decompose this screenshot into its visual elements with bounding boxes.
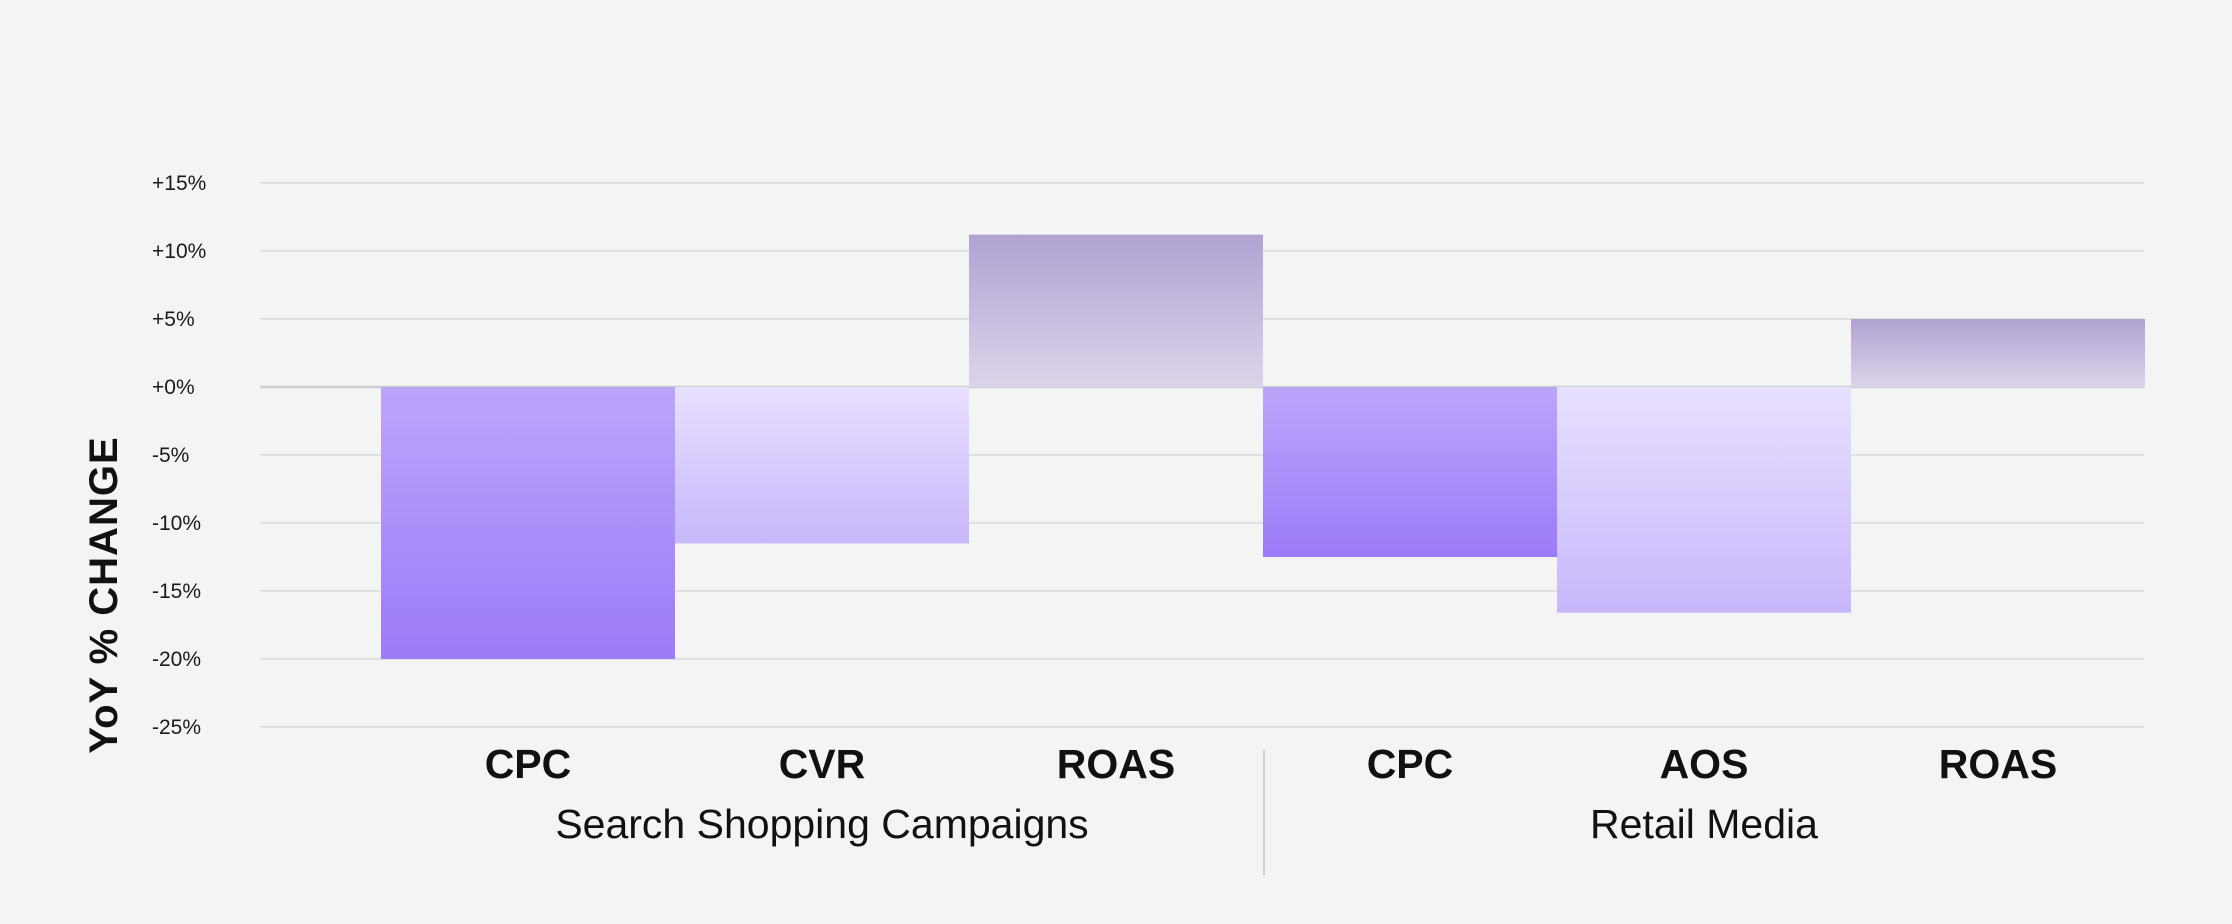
category-label: CVR	[779, 741, 866, 787]
y-tick-label: -15%	[152, 580, 201, 603]
group-label: Search Shopping Campaigns	[555, 801, 1088, 847]
y-tick-label: -25%	[152, 716, 201, 739]
category-label: ROAS	[1939, 741, 2057, 787]
category-label: CPC	[1367, 741, 1454, 787]
bar-search-shopping-campaigns-cvr	[675, 387, 969, 544]
bar-retail-media-aos	[1557, 387, 1851, 613]
bar-search-shopping-campaigns-roas	[969, 234, 1263, 387]
category-label: AOS	[1660, 741, 1749, 787]
y-tick-label: -10%	[152, 512, 201, 535]
y-tick-label: +0%	[152, 376, 195, 399]
y-tick-label: -20%	[152, 648, 201, 671]
category-labels: CPC CVR ROAS CPC AOS ROAS	[485, 741, 2058, 787]
bars	[381, 234, 2145, 659]
y-tick-label: +10%	[152, 240, 206, 263]
category-label: ROAS	[1057, 741, 1175, 787]
bar-retail-media-roas	[1851, 319, 2145, 387]
y-axis-title: YoY % CHANGE	[82, 436, 126, 753]
category-label: CPC	[485, 741, 572, 787]
y-axis-ticks: +15% +10% +5% +0% -5% -10% -15% -20% -25%	[152, 172, 206, 739]
group-labels: Search Shopping Campaigns Retail Media	[555, 750, 1818, 875]
y-tick-label: +15%	[152, 172, 206, 195]
bar-retail-media-cpc	[1263, 387, 1557, 557]
y-tick-label: -5%	[152, 444, 189, 467]
group-label: Retail Media	[1590, 801, 1818, 847]
y-tick-label: +5%	[152, 308, 195, 331]
bar-search-shopping-campaigns-cpc	[381, 387, 675, 659]
